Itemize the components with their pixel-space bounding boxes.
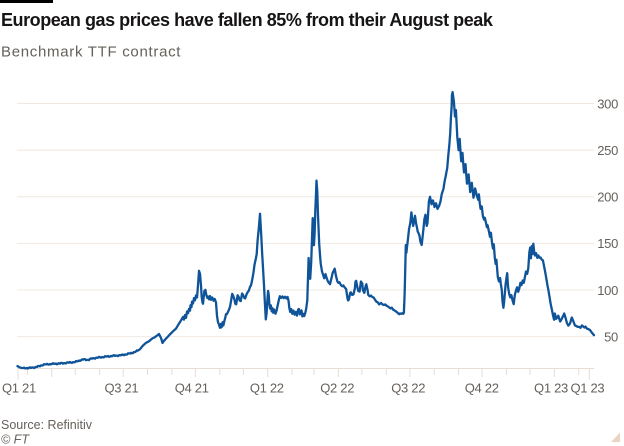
svg-text:Q1 23: Q1 23	[534, 381, 568, 396]
svg-text:Q4 21: Q4 21	[175, 381, 209, 396]
svg-text:Q3 21: Q3 21	[104, 381, 138, 396]
svg-text:Q2 22: Q2 22	[320, 381, 354, 396]
svg-text:250: 250	[597, 143, 618, 158]
svg-text:Source: Refinitiv: Source: Refinitiv	[1, 418, 93, 432]
svg-text:150: 150	[597, 236, 618, 251]
svg-text:50: 50	[604, 329, 618, 344]
svg-text:Benchmark TTF contract: Benchmark TTF contract	[1, 44, 181, 61]
svg-text:300: 300	[597, 96, 618, 111]
svg-text:Q1 21: Q1 21	[2, 381, 36, 396]
svg-text:100: 100	[597, 283, 618, 298]
svg-text:Q1 22: Q1 22	[250, 381, 284, 396]
svg-text:Q3 22: Q3 22	[391, 381, 425, 396]
svg-text:Q4 22: Q4 22	[465, 381, 499, 396]
svg-text:Q1 23: Q1 23	[570, 381, 604, 396]
svg-text:European gas prices have falle: European gas prices have fallen 85% from…	[1, 10, 494, 30]
svg-text:200: 200	[597, 190, 618, 205]
svg-text:© FT: © FT	[1, 433, 30, 446]
